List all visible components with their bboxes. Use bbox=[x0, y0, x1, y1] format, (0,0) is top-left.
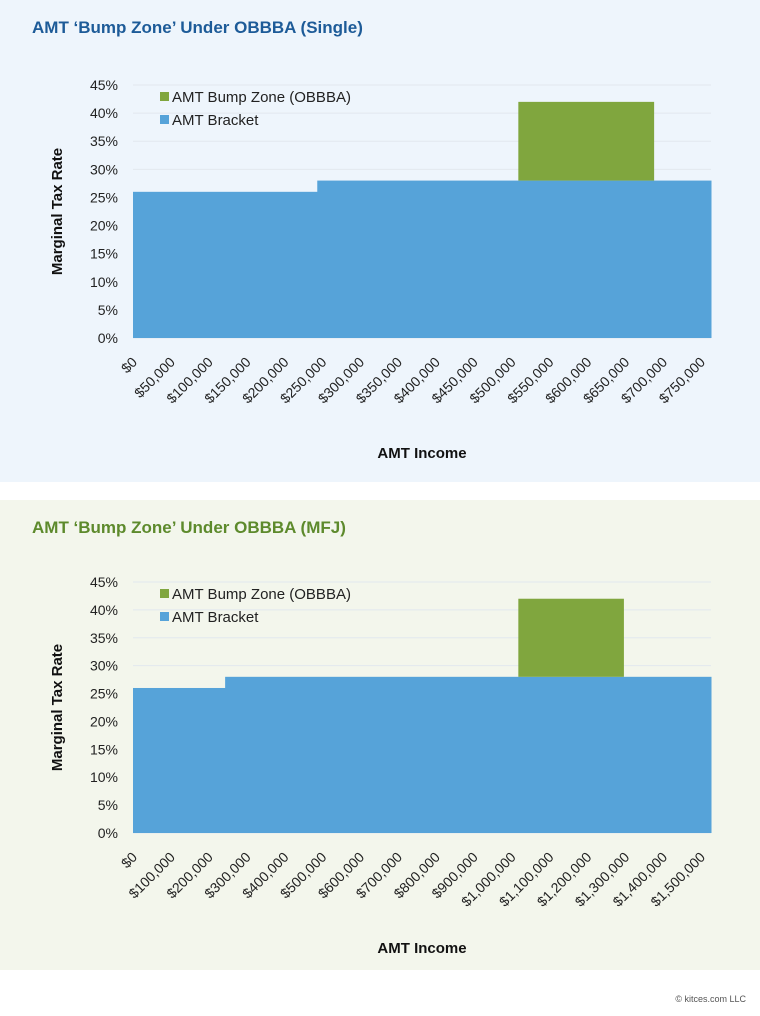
chart-title: AMT ‘Bump Zone’ Under OBBBA (MFJ) bbox=[32, 518, 346, 537]
x-axis-label: AMT Income bbox=[377, 940, 466, 957]
x-tick-label: $0 bbox=[118, 354, 140, 376]
legend-swatch-bracket bbox=[160, 115, 169, 124]
bump-zone-area bbox=[518, 598, 624, 677]
y-tick-label: 35% bbox=[90, 133, 118, 149]
bracket-area-segment bbox=[317, 180, 712, 338]
y-tick-label: 25% bbox=[90, 189, 118, 205]
chart-svg: 0%5%10%15%20%25%30%35%40%45%$0$50,000$10… bbox=[49, 77, 712, 462]
y-tick-label: 0% bbox=[98, 330, 118, 346]
y-tick-label: 20% bbox=[90, 713, 118, 729]
y-tick-label: 30% bbox=[90, 658, 118, 674]
legend-label: AMT Bracket bbox=[172, 112, 259, 129]
legend-swatch-bracket bbox=[160, 612, 169, 621]
y-tick-label: 5% bbox=[98, 797, 118, 813]
y-tick-label: 15% bbox=[90, 246, 118, 262]
x-axis-label: AMT Income bbox=[377, 445, 466, 462]
legend-label: AMT Bump Zone (OBBBA) bbox=[172, 586, 351, 603]
y-tick-label: 35% bbox=[90, 630, 118, 646]
y-tick-label: 25% bbox=[90, 686, 118, 702]
y-tick-label: 0% bbox=[98, 825, 118, 841]
y-tick-label: 10% bbox=[90, 274, 118, 290]
y-tick-label: 45% bbox=[90, 574, 118, 590]
y-axis-label: Marginal Tax Rate bbox=[49, 644, 66, 771]
bracket-area-segment bbox=[133, 687, 226, 833]
chart-panel-mfj: AMT ‘Bump Zone’ Under OBBBA (MFJ) 0% 5% 10… bbox=[0, 500, 760, 970]
y-tick-label: 10% bbox=[90, 769, 118, 785]
copyright: © kitces.com LLC bbox=[675, 994, 746, 1004]
y-tick-label: 20% bbox=[90, 218, 118, 234]
y-tick-label: 45% bbox=[90, 77, 118, 93]
bracket-area-segment bbox=[225, 676, 712, 833]
chart-panel-single: AMT ‘Bump Zone’ Under OBBBA (Single) 0% 5… bbox=[0, 0, 760, 482]
legend-label: AMT Bracket bbox=[172, 609, 259, 626]
bracket-area-segment bbox=[133, 191, 318, 338]
chart-svg: 0%5%10%15%20%25%30%35%40%45%$0$100,000$2… bbox=[49, 574, 712, 957]
legend-label: AMT Bump Zone (OBBBA) bbox=[172, 89, 351, 106]
legend-swatch-bump bbox=[160, 589, 169, 598]
bump-zone-area bbox=[518, 101, 655, 181]
y-tick-label: 40% bbox=[90, 105, 118, 121]
y-axis-label: Marginal Tax Rate bbox=[49, 148, 66, 275]
y-tick-label: 15% bbox=[90, 741, 118, 757]
y-tick-label: 5% bbox=[98, 302, 118, 318]
x-tick-label: $0 bbox=[118, 849, 140, 871]
y-tick-label: 40% bbox=[90, 602, 118, 618]
legend-swatch-bump bbox=[160, 92, 169, 101]
y-tick-label: 30% bbox=[90, 161, 118, 177]
chart-title: AMT ‘Bump Zone’ Under OBBBA (Single) bbox=[32, 18, 363, 37]
